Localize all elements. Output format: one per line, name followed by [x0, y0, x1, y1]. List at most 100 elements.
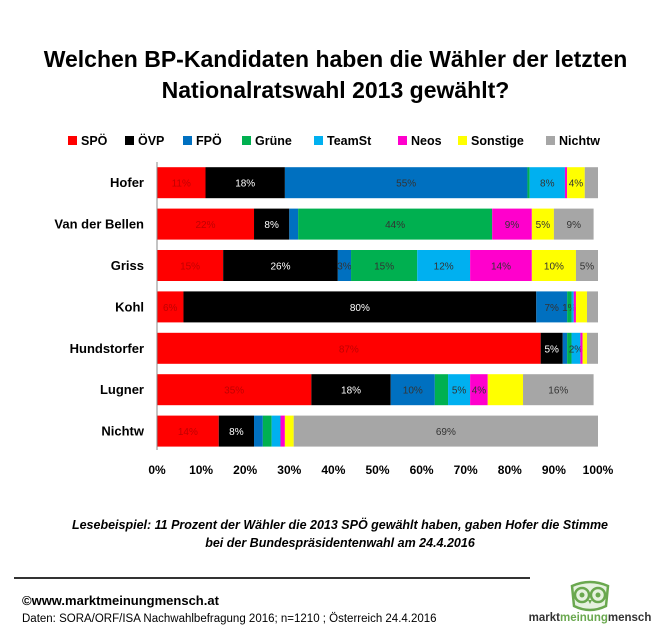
legend-swatch-nichtw	[546, 136, 555, 145]
data-label-griss-fpoe: 3%	[337, 262, 352, 273]
data-label-van-der-bellen-nichtw: 9%	[567, 220, 582, 231]
note-line-2: bei der Bundespräsidentenwahl am 24.4.20…	[205, 536, 475, 550]
x-tick-label-60: 60%	[410, 463, 434, 477]
category-label-lugner: Lugner	[100, 382, 144, 397]
x-tick-label-100: 100%	[583, 463, 614, 477]
data-label-nichtw-oevp: 8%	[229, 427, 244, 438]
bar-van-der-bellen-fpoe	[289, 208, 299, 240]
data-label-nichtw-spoe: 14%	[178, 427, 198, 438]
bar-lugner-fpoe	[390, 374, 435, 406]
note-line-1: Lesebeispiel: 11 Prozent der Wähler die …	[71, 518, 609, 532]
stacked-bar-chart: SPÖ ÖVP FPÖ Grüne TeamSt Neos Sonstige Nichtw Ho…	[54, 133, 614, 477]
bar-hundstorfer-nichtw	[586, 332, 598, 364]
legend-swatch-sonstige	[458, 136, 467, 145]
data-label-kohl-gruene: 1%	[562, 303, 577, 314]
data-label-hofer-oevp: 18%	[235, 179, 255, 190]
data-label-van-der-bellen-oevp: 8%	[264, 220, 279, 231]
data-label-kohl-spoe: 6%	[163, 303, 178, 314]
legend-swatch-spoe	[68, 136, 77, 145]
bar-kohl-gruene	[567, 291, 572, 323]
owl-icon	[570, 580, 610, 612]
bar-lugner-nichtw	[523, 374, 594, 406]
logo-wordmark: marktmeinungmensch	[528, 612, 652, 624]
data-label-griss-nichtw: 5%	[580, 262, 595, 273]
data-label-griss-neos: 14%	[491, 262, 511, 273]
x-tick-label-0: 0%	[148, 463, 166, 477]
category-label-kohl: Kohl	[115, 299, 144, 314]
bar-griss-gruene	[351, 250, 418, 281]
legend-swatch-fpoe	[183, 136, 192, 145]
bar-nichtw-neos	[280, 415, 285, 447]
bar-van-der-bellen-nichtw	[553, 208, 594, 240]
bar-hofer-neos	[564, 167, 568, 199]
bar-van-der-bellen-sonstige	[531, 208, 554, 240]
x-tick-label-70: 70%	[454, 463, 478, 477]
data-label-hundstorfer-spoe: 87%	[339, 344, 359, 355]
data-label-van-der-bellen-sonstige: 5%	[536, 220, 551, 231]
bar-van-der-bellen-oevp	[254, 208, 290, 240]
bar-lugner-oevp	[311, 374, 391, 406]
bar-nichtw-fpoe	[254, 415, 263, 447]
bar-nichtw-sonstige	[284, 415, 294, 447]
category-label-griss: Griss	[111, 258, 144, 273]
x-tick-label-80: 80%	[498, 463, 522, 477]
bar-hundstorfer-oevp	[540, 332, 563, 364]
x-tick-label-40: 40%	[321, 463, 345, 477]
bar-kohl-teamst	[571, 291, 574, 323]
bar-lugner-neos	[470, 374, 488, 406]
bar-van-der-bellen-spoe	[157, 208, 255, 240]
data-label-hundstorfer-oevp: 5%	[544, 344, 559, 355]
data-label-griss-spoe: 15%	[180, 262, 200, 273]
x-tick-label-50: 50%	[365, 463, 389, 477]
bar-griss-spoe	[157, 250, 224, 281]
bar-lugner-spoe	[157, 374, 312, 406]
footer-copyright: ©www.marktmeinungmensch.at	[22, 593, 219, 608]
bar-griss-nichtw	[575, 250, 598, 281]
x-tick-label-30: 30%	[277, 463, 301, 477]
data-label-hofer-fpoe: 55%	[396, 179, 416, 190]
data-label-kohl-fpoe: 7%	[544, 303, 559, 314]
bar-hofer-spoe	[157, 167, 206, 199]
data-label-griss-gruene: 15%	[374, 262, 394, 273]
legend-label-gruene: Grüne	[255, 134, 292, 148]
bar-hofer-sonstige	[567, 167, 585, 199]
bar-kohl-fpoe	[536, 291, 568, 323]
data-label-lugner-fpoe: 10%	[403, 386, 423, 397]
bar-griss-neos	[470, 250, 532, 281]
data-label-hofer-spoe: 11%	[172, 179, 191, 190]
data-label-lugner-spoe: 35%	[224, 386, 244, 397]
category-label-van-der-bellen: Van der Bellen	[54, 217, 144, 232]
category-label-nichtw: Nichtw	[101, 424, 145, 439]
footer-divider	[14, 577, 530, 579]
bar-hofer-oevp	[205, 167, 285, 199]
data-label-lugner-teamst: 5%	[452, 386, 467, 397]
bar-griss-sonstige	[531, 250, 576, 281]
bar-lugner-gruene	[434, 374, 449, 406]
bar-hundstorfer-teamst	[571, 332, 581, 364]
data-label-griss-oevp: 26%	[270, 262, 290, 273]
title-line-1: Welchen BP-Kandidaten haben die Wähler d…	[43, 46, 628, 72]
data-label-hundstorfer-teamst: 2%	[569, 344, 584, 355]
legend-label-spoe: SPÖ	[81, 133, 108, 148]
bar-hofer-gruene	[527, 167, 530, 199]
data-label-van-der-bellen-spoe: 22%	[196, 220, 216, 231]
bar-nichtw-oevp	[218, 415, 255, 447]
x-tick-label-10: 10%	[189, 463, 213, 477]
bar-kohl-oevp	[183, 291, 537, 323]
footer-source: Daten: SORA/ORF/ISA Nachwahlbefragung 20…	[22, 613, 437, 625]
data-label-van-der-bellen-gruene: 44%	[385, 220, 405, 231]
legend-label-neos: Neos	[411, 134, 442, 148]
bar-lugner-sonstige	[487, 374, 524, 406]
bar-hundstorfer-fpoe	[562, 332, 568, 364]
data-label-lugner-nichtw: 16%	[548, 386, 568, 397]
legend-label-teamst: TeamSt	[327, 134, 372, 148]
legend-label-nichtw: Nichtw	[559, 134, 600, 148]
chart-title: Welchen BP-Kandidaten haben die Wähler d…	[0, 44, 671, 106]
bar-griss-teamst	[417, 250, 471, 281]
bar-griss-oevp	[223, 250, 338, 281]
bar-kohl-sonstige	[575, 291, 587, 323]
bar-nichtw-teamst	[271, 415, 281, 447]
data-label-nichtw-nichtw: 69%	[436, 427, 456, 438]
legend-swatch-neos	[398, 136, 407, 145]
x-tick-label-20: 20%	[233, 463, 257, 477]
